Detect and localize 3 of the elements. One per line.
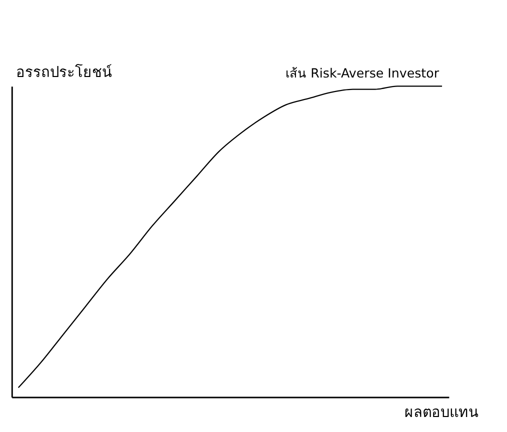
y-axis-title: อรรถประโยชน์ [16, 62, 112, 81]
text: เส้น Risk-Averse Investor [286, 65, 440, 80]
x-axis-title: ผลตอบแทน [404, 404, 478, 421]
